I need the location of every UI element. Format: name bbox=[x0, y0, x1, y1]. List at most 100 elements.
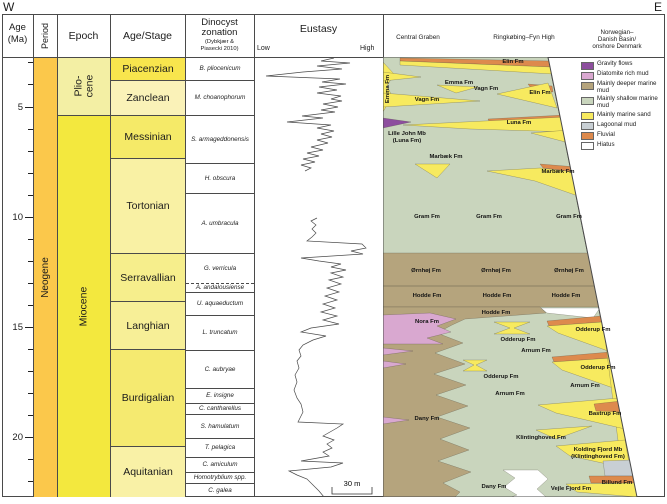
formation-label: Hodde Fm bbox=[482, 310, 511, 316]
stage-cell: Zanclean bbox=[111, 81, 185, 115]
zone-boundary-line bbox=[186, 115, 254, 116]
zone-cell: C. amiculum bbox=[202, 461, 238, 468]
age-minor-tick bbox=[28, 84, 33, 85]
legend-label: Mainly deeper marine mud bbox=[597, 80, 657, 94]
age-minor-tick bbox=[28, 261, 33, 262]
formation-label: Hodde Fm bbox=[483, 293, 512, 299]
norwegian-danish-basin-header-line2: Danish Basin/ bbox=[597, 35, 637, 43]
age-major-tick bbox=[25, 107, 33, 108]
legend-item: Hiatus bbox=[581, 140, 667, 151]
epoch-cell: Plio-cene bbox=[58, 58, 110, 115]
zone-boundary-line bbox=[186, 457, 254, 458]
legend-label: Hiatus bbox=[597, 140, 615, 148]
legend-item: Mainly marine sand bbox=[581, 111, 667, 121]
dinocyst-header-sub1: (Dybkjær & bbox=[205, 39, 234, 45]
formation-polygon-yellow bbox=[493, 321, 531, 335]
lithology-legend: Gravity flows Diatomite rich mud Mainly de… bbox=[581, 60, 667, 152]
formation-label: (Klintinghoved Fm) bbox=[571, 454, 625, 460]
zone-cell: C. galea bbox=[208, 486, 232, 494]
legend-swatch-yellow bbox=[581, 112, 594, 121]
legend-swatch-gray bbox=[581, 122, 594, 131]
legend-swatch-brown bbox=[581, 81, 594, 90]
stage-cell: Messinian bbox=[111, 116, 185, 158]
zone-boundary-line bbox=[186, 292, 254, 293]
epoch-column-header: Epoch bbox=[68, 29, 99, 42]
west-label: W bbox=[3, 0, 15, 14]
formation-label: Odderup Fm bbox=[483, 374, 518, 380]
zone-boundary-line bbox=[186, 414, 254, 415]
zone-boundary-line bbox=[186, 403, 254, 404]
eustasy-curve bbox=[287, 217, 367, 497]
formation-polygon-pink bbox=[383, 347, 414, 356]
zone-cell: M. choanophorum bbox=[194, 94, 246, 101]
formation-label: Emma Fm bbox=[385, 75, 391, 103]
zone-cell: E. insigne bbox=[206, 392, 234, 399]
legend-item: Diatomite rich mud bbox=[581, 70, 667, 80]
stage-cell: Burdigalian bbox=[111, 350, 185, 446]
formation-label: Arnum Fm bbox=[570, 383, 599, 389]
formation-polygon-yellow bbox=[383, 71, 422, 82]
formation-polygon-yellow bbox=[383, 92, 481, 108]
formation-polygon-yellow bbox=[462, 359, 488, 372]
age-major-tick bbox=[25, 437, 33, 438]
zone-boundary-line bbox=[186, 163, 254, 164]
zone-cell: H. obscura bbox=[204, 174, 236, 182]
age-minor-tick bbox=[28, 62, 33, 63]
stage-boundary-line bbox=[111, 253, 185, 254]
formation-label: Elin Fm bbox=[502, 59, 523, 65]
zone-cell: Homotryblium spp. bbox=[193, 474, 247, 481]
formation-label: Lille John Mb bbox=[388, 131, 426, 137]
zone-boundary-line bbox=[186, 388, 254, 389]
formation-label: Klintinghoved Fm bbox=[516, 435, 566, 441]
formation-label: Nora Fm bbox=[415, 319, 439, 325]
grid-vline bbox=[185, 14, 186, 497]
zone-cell: T. pelagica bbox=[204, 444, 236, 451]
formation-label: Dany Fm bbox=[482, 484, 507, 490]
zone-cell: A. andalousiense bbox=[195, 284, 245, 291]
legend-swatch-pink bbox=[581, 71, 594, 80]
stage-column-header: Age/Stage bbox=[122, 29, 173, 42]
formation-label: Emma Fm bbox=[445, 80, 473, 86]
formation-polygon-yellow bbox=[496, 82, 558, 109]
period-cell-neogene: Neogene bbox=[34, 58, 57, 497]
stage-cell: Langhian bbox=[111, 302, 185, 349]
zone-boundary-line bbox=[186, 253, 254, 254]
formation-label: Arnum Fm bbox=[521, 348, 550, 354]
legend-label: Fluvial bbox=[597, 130, 615, 138]
formation-label: Vagn Fm bbox=[474, 86, 499, 92]
formation-polygon-yellow bbox=[436, 84, 479, 94]
legend-item: Mainly deeper marine mud bbox=[581, 80, 667, 95]
formation-polygon-pink bbox=[383, 416, 410, 425]
formation-polygon-pink bbox=[383, 312, 457, 345]
grid-vline bbox=[254, 14, 255, 497]
formation-label: Kolding Fjord Mb bbox=[574, 447, 623, 453]
formation-polygon-yellow bbox=[535, 425, 593, 440]
formation-label: Ørnhøj Fm bbox=[411, 268, 441, 274]
zone-cell: L. truncatum bbox=[202, 329, 238, 336]
zone-boundary-line bbox=[186, 80, 254, 81]
formation-label: (Luna Fm) bbox=[393, 138, 422, 144]
age-minor-tick bbox=[28, 305, 33, 306]
age-major-tick bbox=[25, 217, 33, 218]
dinocyst-header-line1: Dinocyst bbox=[201, 17, 238, 28]
eustasy-high-label: High bbox=[360, 45, 375, 52]
formation-label: Gram Fm bbox=[556, 214, 582, 220]
east-label: E bbox=[654, 0, 663, 14]
zone-cell: G. verricula bbox=[203, 264, 237, 272]
legend-item: Lagoonal mud bbox=[581, 121, 667, 131]
formation-polygon-white bbox=[502, 469, 549, 497]
zone-boundary-line-dashed bbox=[186, 283, 254, 284]
eustasy-scale-bar bbox=[331, 487, 373, 495]
stage-boundary-line bbox=[111, 301, 185, 302]
formation-label: Ørnhøj Fm bbox=[554, 268, 584, 274]
age-major-tick bbox=[25, 327, 33, 328]
formation-label: Gram Fm bbox=[414, 214, 440, 220]
age-minor-tick bbox=[28, 371, 33, 372]
age-minor-tick bbox=[28, 195, 33, 196]
zone-cell: S. armageddonensis bbox=[191, 135, 249, 143]
legend-label: Gravity flows bbox=[597, 60, 633, 67]
zone-cell: C. cantharellus bbox=[199, 405, 241, 412]
grid-vline bbox=[33, 14, 34, 497]
